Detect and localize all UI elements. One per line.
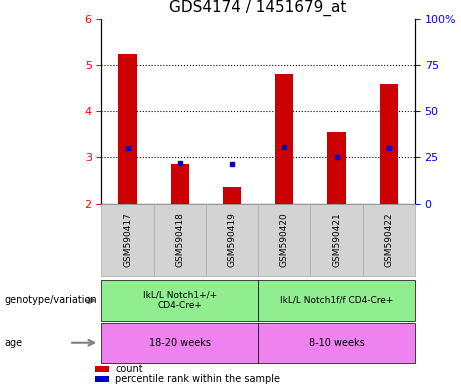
Bar — [95, 366, 109, 372]
Bar — [171, 164, 189, 204]
Text: GSM590419: GSM590419 — [228, 213, 236, 267]
Bar — [101, 323, 258, 363]
Bar — [101, 280, 258, 321]
Text: 8-10 weeks: 8-10 weeks — [309, 338, 364, 348]
Bar — [258, 280, 415, 321]
Text: GSM590422: GSM590422 — [384, 213, 393, 267]
Text: percentile rank within the sample: percentile rank within the sample — [115, 374, 280, 384]
Text: GSM590418: GSM590418 — [175, 213, 184, 267]
Text: IkL/L Notch1f/f CD4-Cre+: IkL/L Notch1f/f CD4-Cre+ — [280, 296, 393, 305]
Bar — [223, 187, 241, 204]
Text: age: age — [5, 338, 23, 348]
Text: genotype/variation: genotype/variation — [5, 295, 97, 306]
Bar — [154, 204, 206, 276]
Bar — [95, 376, 109, 382]
Text: GSM590421: GSM590421 — [332, 213, 341, 267]
Bar — [310, 204, 363, 276]
Text: GSM590420: GSM590420 — [280, 213, 289, 267]
Bar — [327, 132, 346, 204]
Bar — [275, 74, 293, 204]
Bar — [258, 204, 310, 276]
Bar — [206, 204, 258, 276]
Text: IkL/L Notch1+/+
CD4-Cre+: IkL/L Notch1+/+ CD4-Cre+ — [143, 291, 217, 310]
Bar — [363, 204, 415, 276]
Title: GDS4174 / 1451679_at: GDS4174 / 1451679_at — [170, 0, 347, 17]
Text: count: count — [115, 364, 143, 374]
Bar — [379, 84, 398, 204]
Text: GSM590417: GSM590417 — [123, 213, 132, 267]
Bar — [118, 54, 136, 204]
Text: 18-20 weeks: 18-20 weeks — [149, 338, 211, 348]
Bar — [101, 204, 154, 276]
Bar — [258, 323, 415, 363]
